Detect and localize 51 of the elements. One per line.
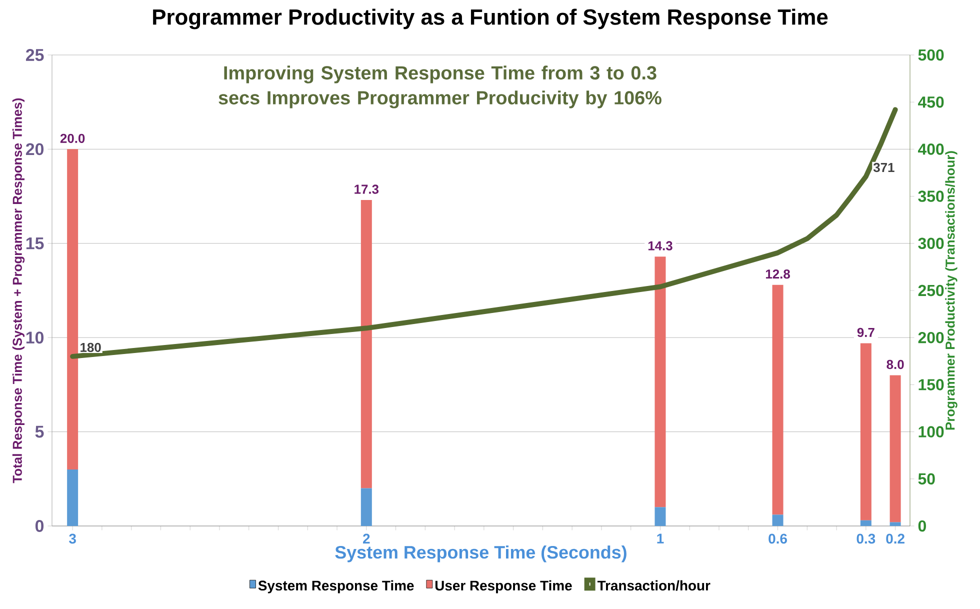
total-label: 20.0: [60, 134, 85, 143]
y2-tick-label: 150: [918, 379, 944, 390]
y2-tick-label: 50: [918, 473, 935, 485]
total-label: 14.3: [648, 241, 672, 250]
y2-tick-label: 500: [918, 49, 944, 61]
total-label: 9.7: [857, 328, 874, 338]
bar: [890, 375, 901, 522]
y-tick-label: 25: [26, 48, 44, 61]
bar: [772, 284, 784, 515]
y2-tick-label: 300: [918, 238, 944, 250]
y2-tick-label: 400: [918, 144, 944, 155]
legend-label: Transaction/hour: [597, 580, 710, 591]
y2-axis-title: Programmer Productivity (Transactions/hour): [945, 151, 958, 430]
total-label: 12.8: [766, 269, 790, 279]
bar: [654, 256, 666, 508]
y-axis-title: Total Response Time (System + Programmer Response Times): [12, 98, 25, 484]
y2-tick-label: 100: [918, 426, 944, 438]
y2-tick-label: 350: [918, 190, 944, 202]
x-tick-label: 1: [657, 534, 664, 544]
data-label: 371: [873, 162, 894, 172]
annotation: Improving System Response Time from 3 to 0.3 secs Improves Programmer Producivity by 106%: [218, 66, 662, 108]
data-label: 180: [80, 342, 101, 352]
y2-tick-label: 250: [918, 284, 944, 296]
legend-label: User Response Time: [435, 580, 572, 594]
legend-label: System Response Time: [258, 580, 414, 594]
x-tick-label: 0.2: [886, 534, 904, 544]
y-tick-label: 15: [26, 237, 44, 250]
bar: [67, 149, 78, 470]
total-label: 17.3: [354, 184, 379, 194]
bar: [860, 343, 872, 520]
bar: [860, 520, 872, 526]
x-tick-label: 2: [363, 534, 370, 544]
x-axis-title: System Response Time (Seconds): [335, 545, 626, 562]
total-label: 8.0: [886, 360, 904, 370]
x-tick-label: 0.6: [768, 534, 787, 544]
y-tick-label: 20: [26, 143, 44, 156]
chart-title: Programmer Productivity as a Funtion of System Response Time: [153, 8, 828, 30]
x-tick-label: 0.3: [856, 534, 876, 544]
bar: [890, 522, 901, 526]
bar: [654, 507, 666, 526]
x-tick-label: 3: [69, 534, 76, 544]
y2-tick-label: 0: [918, 520, 926, 532]
y-tick-label: 0: [35, 520, 44, 532]
bar: [772, 514, 784, 526]
y2-tick-label: 450: [918, 96, 944, 108]
bar: [360, 488, 372, 526]
bar: [360, 200, 372, 488]
y-tick-label: 5: [35, 426, 44, 438]
y2-tick-label: 200: [918, 332, 944, 344]
bar: [67, 469, 78, 526]
y-tick-label: 10: [26, 332, 44, 344]
